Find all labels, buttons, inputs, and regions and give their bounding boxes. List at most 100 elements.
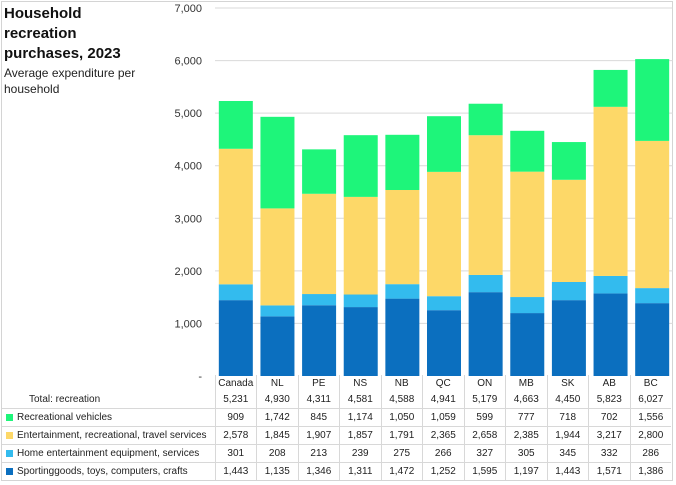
bar-segment-on-3 (468, 103, 503, 136)
table-cell: 1,346 (297, 462, 340, 480)
bar-segment-sk-1 (551, 282, 586, 301)
chart-title: Household recreation purchases, 2023 (4, 5, 121, 62)
bar-segment-qc-2 (427, 171, 461, 297)
bar-segment-ab-0 (593, 293, 628, 376)
category-label: NB (380, 375, 423, 391)
table-cell: 4,588 (380, 391, 423, 409)
table-cell: 4,930 (256, 391, 298, 409)
table-cell: 1,571 (588, 462, 630, 480)
data-table: Canada NL PE NS NB QC ON MB SK AB BC Total: recreat… (2, 375, 671, 480)
bar-segment-canada-2 (218, 148, 253, 285)
table-cell: 777 (505, 408, 547, 427)
table-cell: 1,443 (214, 462, 257, 480)
bar-segment-nb-0 (385, 298, 420, 376)
bar-segment-ab-2 (593, 106, 628, 276)
bar-segment-nb-3 (385, 134, 420, 191)
table-row: Home entertainment equipment, services 30… (2, 444, 671, 463)
legend-swatch (6, 450, 13, 457)
category-label: BC (629, 375, 671, 391)
bar-segment-mb-0 (510, 313, 545, 376)
bar-segment-ns-2 (343, 196, 378, 295)
table-cell: 2,365 (422, 426, 464, 445)
table-cell: 1,791 (380, 426, 423, 445)
table-row-total: Total: recreation 5,231 4,930 4,311 4,581 4,5… (2, 391, 671, 409)
bar-segment-on-2 (468, 135, 503, 275)
bar-segment-nl-3 (260, 116, 295, 209)
chart-subtitle: Average expenditure per household (4, 66, 136, 96)
bar-segment-ns-0 (343, 307, 378, 376)
table-row: Entertainment, recreational, travel serv… (2, 426, 671, 445)
table-cell: 305 (505, 444, 547, 463)
table-cell: 1,197 (505, 462, 547, 480)
y-tick-label: 1,000 (174, 318, 202, 330)
bar-segment-qc-3 (427, 116, 461, 172)
bar-segment-bc-0 (635, 303, 670, 376)
table-cell: 1,252 (422, 462, 464, 480)
table-cell: 2,578 (214, 426, 257, 445)
table-cell: 1,944 (546, 426, 589, 445)
table-row: Sportinggoods, toys, computers, crafts 1,… (2, 462, 671, 481)
table-cell: 1,443 (546, 462, 589, 480)
table-cell: 1,386 (629, 462, 671, 480)
legend-swatch (6, 414, 13, 421)
table-cell: 1,845 (256, 426, 298, 445)
category-label: ON (463, 375, 506, 391)
table-cell: 286 (629, 444, 671, 463)
y-tick-label: - (198, 371, 202, 383)
table-cell: 4,311 (297, 391, 340, 409)
table-cell: 5,179 (463, 391, 506, 409)
table-cell: 1,311 (339, 462, 381, 480)
table-cell: 1,556 (629, 408, 671, 427)
bar-segment-qc-0 (427, 310, 461, 376)
bar-segment-canada-0 (218, 300, 253, 376)
category-label: NS (339, 375, 381, 391)
bar-segment-mb-2 (510, 171, 545, 298)
table-cell: 702 (588, 408, 630, 427)
bar-segment-nb-2 (385, 190, 420, 285)
y-tick-label: 2,000 (174, 266, 202, 278)
table-header-row: Canada NL PE NS NB QC ON MB SK AB BC (2, 375, 671, 391)
table-cell: 4,663 (505, 391, 547, 409)
bar-segment-on-1 (468, 274, 503, 293)
table-cell: 4,450 (546, 391, 589, 409)
table-cell: 4,581 (339, 391, 381, 409)
table-cell: 2,658 (463, 426, 506, 445)
table-cell: 327 (463, 444, 506, 463)
table-cell: 1,059 (422, 408, 464, 427)
bar-segment-pe-0 (302, 305, 337, 376)
bar-segment-bc-3 (635, 59, 670, 141)
bar-segment-mb-3 (510, 130, 545, 172)
bar-segment-ab-1 (593, 275, 628, 294)
table-cell: 718 (546, 408, 589, 427)
table-cell: 1,050 (380, 408, 423, 427)
table-cell: 275 (380, 444, 423, 463)
table-cell: 1,472 (380, 462, 423, 480)
table-cell: 1,595 (463, 462, 506, 480)
table-cell: 1,742 (256, 408, 298, 427)
table-cell: 2,800 (629, 426, 671, 445)
bar-segment-nl-1 (260, 305, 295, 317)
table-cell: 332 (588, 444, 630, 463)
table-cell: 213 (297, 444, 340, 463)
bar-segment-ns-3 (343, 135, 378, 197)
bar-segment-bc-2 (635, 140, 670, 289)
bar-segment-canada-3 (218, 100, 253, 149)
bar-segment-ns-1 (343, 294, 378, 308)
category-label: NL (256, 375, 298, 391)
table-cell: 3,217 (588, 426, 630, 445)
bar-segment-sk-3 (551, 142, 586, 180)
legend-swatch (6, 432, 13, 439)
y-tick-label: 5,000 (174, 108, 202, 120)
table-cell: 208 (256, 444, 298, 463)
table-cell: 909 (214, 408, 257, 427)
row-label: Sportinggoods, toys, computers, crafts (2, 463, 215, 481)
table-corner (2, 375, 215, 391)
legend-swatch (6, 468, 13, 475)
table-cell: 1,857 (339, 426, 381, 445)
table-cell: 301 (214, 444, 257, 463)
row-label: Home entertainment equipment, services (2, 444, 215, 463)
table-cell: 4,941 (422, 391, 464, 409)
category-label: QC (422, 375, 464, 391)
